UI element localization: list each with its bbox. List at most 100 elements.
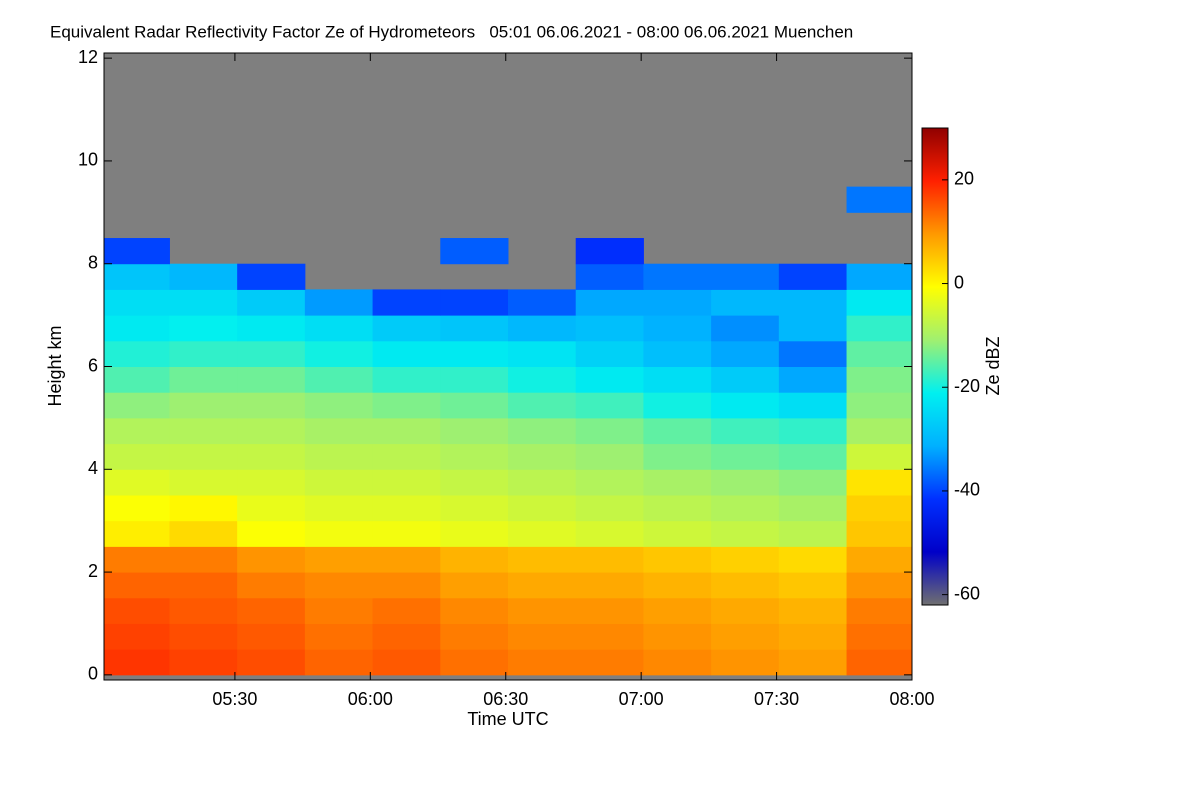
heatmap-cell: [778, 572, 848, 599]
heatmap-cell: [508, 546, 577, 573]
heatmap-cell: [237, 546, 306, 573]
heatmap-cell: [104, 392, 170, 419]
heatmap-cell: [778, 649, 848, 676]
heatmap-cell: [104, 597, 170, 624]
y-tick-label: 2: [88, 561, 98, 581]
heatmap-cell: [104, 494, 170, 522]
heatmap-cell: [440, 546, 509, 573]
heatmap-cell: [169, 340, 238, 367]
heatmap-cell: [846, 546, 913, 573]
heatmap-cell: [575, 392, 644, 419]
heatmap-cell: [440, 623, 509, 650]
heatmap-cell: [372, 417, 441, 445]
heatmap-cell: [237, 520, 306, 547]
heatmap-cell: [237, 263, 306, 290]
heatmap-cell: [508, 315, 577, 342]
heatmap-cell: [372, 494, 441, 522]
heatmap-cell: [643, 597, 712, 624]
colorbar-tick-label: -20: [954, 376, 980, 396]
heatmap-cell: [237, 366, 306, 393]
heatmap-cell: [778, 494, 848, 522]
heatmap-cell: [372, 597, 441, 624]
heatmap-cell: [440, 366, 509, 393]
heatmap-cell: [846, 494, 913, 522]
heatmap-cell: [575, 494, 644, 522]
heatmap-cell: [575, 315, 644, 342]
heatmap-cell: [304, 623, 374, 650]
heatmap-cell: [508, 597, 577, 624]
heatmap-cell: [508, 520, 577, 547]
x-tick-label: 08:00: [889, 689, 934, 709]
heatmap-cell: [440, 597, 509, 624]
heatmap-cell: [508, 443, 577, 470]
heatmap-cell: [440, 340, 509, 367]
heatmap-cell: [711, 623, 780, 650]
heatmap-cell: [575, 649, 644, 676]
heatmap-cell: [643, 315, 712, 342]
heatmap-cell: [169, 494, 238, 522]
heatmap-cell: [643, 546, 712, 573]
x-tick-label: 06:00: [348, 689, 393, 709]
heatmap-cell: [778, 469, 848, 496]
heatmap-cell: [237, 649, 306, 676]
heatmap-cell: [778, 263, 848, 290]
heatmap-cell: [169, 392, 238, 419]
heatmap-cell: [711, 392, 780, 419]
heatmap-cell: [711, 315, 780, 342]
heatmap-cell: [440, 572, 509, 599]
heatmap-cell: [169, 546, 238, 573]
heatmap-cell: [575, 238, 644, 265]
colorbar-tick-label: -40: [954, 480, 980, 500]
heatmap-cell: [304, 392, 374, 419]
heatmap-cell: [304, 443, 374, 470]
heatmap-cell: [846, 186, 913, 213]
heatmap-cell: [711, 289, 780, 316]
heatmap-cell: [104, 572, 170, 599]
heatmap-cell: [778, 392, 848, 419]
heatmap-cell: [372, 340, 441, 367]
x-tick-label: 07:30: [754, 689, 799, 709]
heatmap-cell: [372, 649, 441, 676]
heatmap-cell: [711, 494, 780, 522]
heatmap-cell: [643, 289, 712, 316]
heatmap-cell: [169, 289, 238, 316]
heatmap-cell: [508, 340, 577, 367]
heatmap-cell: [372, 520, 441, 547]
heatmap-cell: [643, 494, 712, 522]
colorbar-tick-label: 0: [954, 272, 964, 292]
heatmap-cell: [104, 263, 170, 290]
heatmap-cell: [104, 289, 170, 316]
heatmap-cell: [237, 469, 306, 496]
colorbar-label: Ze dBZ: [983, 336, 1003, 395]
heatmap-cell: [643, 649, 712, 676]
heatmap-cell: [237, 392, 306, 419]
heatmap-cell: [440, 315, 509, 342]
heatmap-cell: [575, 572, 644, 599]
heatmap-cell: [778, 417, 848, 445]
heatmap-cell: [778, 289, 848, 316]
heatmap-cell: [508, 417, 577, 445]
heatmap-cell: [846, 572, 913, 599]
heatmap-cell: [778, 443, 848, 470]
heatmap-cell: [440, 494, 509, 522]
heatmap-cell: [372, 443, 441, 470]
heatmap-cell: [104, 443, 170, 470]
heatmap-cell: [440, 417, 509, 445]
heatmap-cell: [440, 443, 509, 470]
heatmap-cell: [304, 289, 374, 316]
heatmap-cell: [169, 520, 238, 547]
heatmap-cell: [104, 340, 170, 367]
heatmap-cell: [372, 366, 441, 393]
heatmap-cell: [846, 315, 913, 342]
colorbar-tick-label: 20: [954, 169, 974, 189]
heatmap-cell: [104, 520, 170, 547]
heatmap-cell: [643, 443, 712, 470]
heatmap-cell: [104, 315, 170, 342]
x-tick-label: 05:30: [212, 689, 257, 709]
heatmap-cell: [711, 340, 780, 367]
heatmap-cell: [846, 520, 913, 547]
heatmap-cell: [508, 469, 577, 496]
heatmap-cell: [304, 366, 374, 393]
